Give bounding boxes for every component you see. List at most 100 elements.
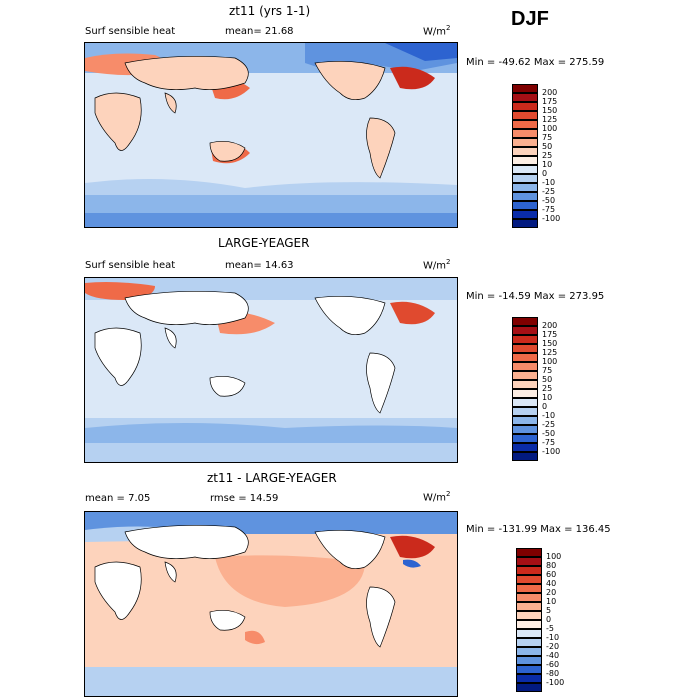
colorbar-swatch [516, 548, 542, 557]
colorbar-swatch [512, 111, 538, 120]
continents [94, 524, 396, 648]
panel-2-title: LARGE-YEAGER [218, 236, 310, 250]
panel-2-mean: mean= 14.63 [225, 260, 294, 271]
eurasia [124, 290, 249, 325]
midlat-south [85, 179, 457, 195]
panel-1-variable: Surf sensible heat [85, 26, 176, 37]
warm-nz [245, 630, 265, 645]
colorbar-swatch [512, 335, 538, 344]
colorbar-swatch [516, 602, 542, 611]
panel-1-minmax: Min = -49.62 Max = 275.59 [466, 57, 605, 68]
colorbar-swatch [512, 353, 538, 362]
pacific-warm [215, 555, 365, 607]
colorbar-label: 150 [542, 339, 558, 348]
colorbar-label: -80 [546, 669, 560, 678]
panel-1-mean: mean= 21.68 [225, 26, 294, 37]
colorbar-swatch [516, 629, 542, 638]
warm-gulfstream [390, 301, 435, 325]
panel-1-field [85, 43, 457, 227]
australia [209, 376, 246, 397]
southern-cool-band [85, 667, 457, 696]
colorbar-swatch [512, 138, 538, 147]
north-america [314, 295, 386, 335]
colorbar-label: 20 [546, 588, 557, 597]
colorbar-swatch [512, 192, 538, 201]
colorbar-swatch [512, 443, 538, 452]
colorbar-label: -100 [546, 678, 565, 687]
cold-spot [403, 559, 421, 568]
colorbar-swatch [516, 674, 542, 683]
africa [94, 327, 142, 386]
colorbar-label: -50 [542, 429, 556, 438]
colorbar-label: -25 [542, 420, 556, 429]
colorbar-swatch [512, 434, 538, 443]
colorbar-swatch [512, 174, 538, 183]
colorbar-label: 100 [546, 552, 562, 561]
panel-3-map [84, 511, 458, 697]
panel-2-minmax: Min = -14.59 Max = 273.95 [466, 291, 605, 302]
south-america [366, 352, 396, 414]
colorbar-swatch [512, 317, 538, 326]
panel-3-mean: mean = 7.05 [85, 493, 151, 504]
colorbar-label: 10 [542, 160, 553, 169]
colorbar-swatch [516, 557, 542, 566]
colorbar-swatch [512, 219, 538, 228]
colorbar-swatch [516, 611, 542, 620]
colorbar-label: 125 [542, 115, 558, 124]
colorbar-swatch [512, 452, 538, 461]
panel-3-title: zt11 - LARGE-YEAGER [207, 471, 337, 485]
colorbar-label: 175 [542, 330, 558, 339]
colorbar-label: 175 [542, 97, 558, 106]
panel-3-units: W/m2 [423, 490, 451, 504]
continents [94, 290, 396, 414]
colorbar-label: 25 [542, 384, 553, 393]
panel-3-minmax: Min = -131.99 Max = 136.45 [466, 524, 611, 535]
colorbar-swatch [512, 120, 538, 129]
continents [94, 55, 396, 179]
colorbar-swatch [512, 344, 538, 353]
colorbar-swatch [512, 147, 538, 156]
colorbar-swatch [512, 183, 538, 192]
colorbar-swatch [512, 102, 538, 111]
india [164, 327, 177, 349]
colorbar-label: 40 [546, 579, 557, 588]
colorbar-label: 75 [542, 366, 553, 375]
colorbar-label: 75 [542, 133, 553, 142]
colorbar-swatch [516, 683, 542, 692]
colorbar-label: 100 [542, 357, 558, 366]
colorbar-label: 10 [546, 597, 557, 606]
panel-1-units: W/m2 [423, 24, 451, 38]
colorbar-swatch [516, 665, 542, 674]
colorbar-label: -100 [542, 214, 561, 223]
panel-3-field [85, 512, 457, 696]
colorbar-swatch [512, 425, 538, 434]
colorbar-label: 200 [542, 88, 558, 97]
colorbar-swatch [516, 620, 542, 629]
colorbar-swatch [512, 362, 538, 371]
colorbar-label: 80 [546, 561, 557, 570]
colorbar-label: -75 [542, 438, 556, 447]
south-america [366, 586, 396, 648]
warm-gulfstream [390, 535, 435, 559]
colorbar-label: 25 [542, 151, 553, 160]
colorbar-swatch [512, 371, 538, 380]
colorbar-label: -5 [546, 624, 554, 633]
colorbar-label: 150 [542, 106, 558, 115]
colorbar-swatch [512, 129, 538, 138]
north-america [314, 60, 386, 100]
warm-gulfstream [390, 66, 435, 90]
colorbar-label: -10 [546, 633, 560, 642]
panel-2-units: W/m2 [423, 258, 451, 272]
colorbar-label: 200 [542, 321, 558, 330]
colorbar-swatch [516, 575, 542, 584]
colorbar-swatch [512, 210, 538, 219]
south-america [366, 117, 396, 179]
colorbar-swatch [516, 566, 542, 575]
antarctic-band [85, 213, 457, 227]
colorbar-swatch [512, 165, 538, 174]
north-america [314, 529, 386, 569]
australia [209, 141, 246, 162]
colorbar-label: -25 [542, 187, 556, 196]
colorbar-label: -75 [542, 205, 556, 214]
colorbar-swatch [512, 93, 538, 102]
